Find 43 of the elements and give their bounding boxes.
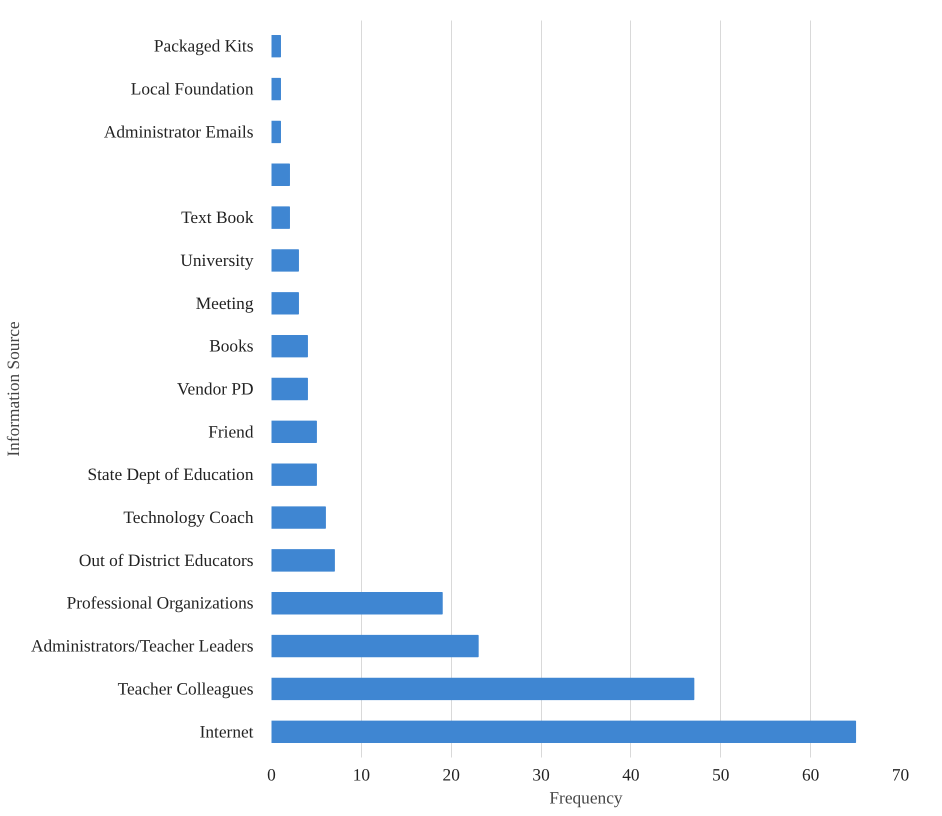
bar (272, 592, 443, 614)
y-tick-label: Internet (200, 722, 254, 742)
y-axis-title: Information Source (4, 321, 23, 457)
bar (272, 506, 326, 529)
y-tick-label: Books (209, 336, 254, 356)
bar (272, 720, 856, 744)
bar (272, 378, 308, 400)
bar (272, 463, 317, 486)
y-tick-label: State Dept of Education (87, 465, 254, 484)
y-tick-label: Vendor PD (176, 380, 254, 398)
y-tick-label: Professional Organizations (66, 594, 254, 613)
y-tick-label: Administrators/Teacher Leaders (30, 636, 254, 656)
bar (272, 249, 299, 272)
x-axis-title: Frequency (549, 788, 623, 808)
bar (272, 549, 335, 572)
bar (272, 206, 290, 229)
bar (272, 78, 281, 100)
bar (272, 34, 281, 58)
x-tick-label: 10 (352, 766, 370, 784)
y-tick-label: Out of District Educators (78, 550, 254, 570)
bar (272, 678, 694, 700)
x-tick-label: 30 (532, 766, 550, 784)
bar (272, 420, 317, 444)
x-tick-label: 70 (892, 766, 910, 784)
y-tick-label: Text Book (181, 208, 254, 228)
y-tick-label: Local Foundation (130, 80, 254, 99)
y-tick-label: Teacher Colleagues (118, 679, 254, 698)
y-tick-label: University (180, 250, 254, 270)
bar (272, 120, 281, 144)
bar (272, 634, 479, 658)
y-tick-label: Friend (208, 422, 254, 442)
bar (272, 334, 308, 358)
y-tick-label: Technology Coach (123, 508, 254, 528)
bar (272, 292, 299, 315)
y-tick-label: Meeting (196, 294, 254, 313)
x-tick-label: 20 (442, 766, 460, 784)
x-tick-label: 0 (267, 766, 276, 784)
x-tick-label: 50 (712, 766, 730, 784)
bar (272, 164, 290, 186)
x-tick-label: 40 (622, 766, 640, 784)
x-tick-label: 60 (802, 766, 820, 784)
y-tick-label: Packaged Kits (154, 36, 254, 56)
y-tick-label: Administrator Emails (104, 122, 254, 142)
